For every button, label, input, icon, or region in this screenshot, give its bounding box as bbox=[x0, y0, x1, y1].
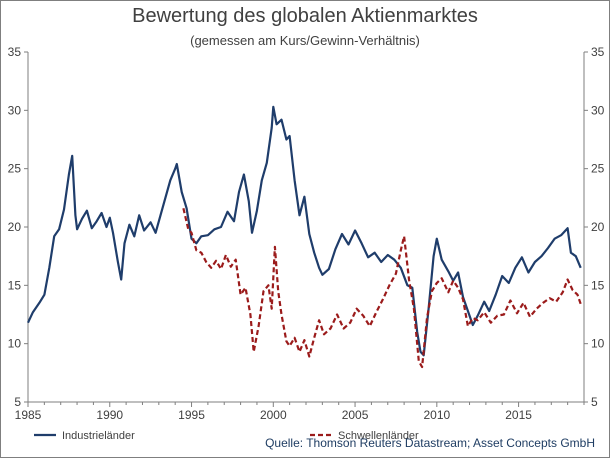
x-axis: 1985 1990 1995 2000 2005 2010 2015 bbox=[15, 402, 585, 422]
y-tick-label: 35 bbox=[8, 45, 22, 59]
y-tick-label: 10 bbox=[8, 337, 22, 351]
x-tick-label: 1995 bbox=[178, 408, 205, 422]
x-tick-label: 2010 bbox=[423, 408, 450, 422]
x-tick-label: 1985 bbox=[15, 408, 42, 422]
legend-label: Schwellenländer bbox=[338, 430, 419, 442]
y-tick-label-right: 15 bbox=[591, 278, 605, 292]
series-line-industrielaender bbox=[27, 105, 582, 357]
y-tick-label-right: 25 bbox=[591, 162, 605, 176]
chart-title: Bewertung des globalen Aktienmarktes bbox=[132, 5, 478, 27]
y-tick-label-right: 5 bbox=[591, 395, 598, 409]
legend: Industrieländer Schwellenländer bbox=[34, 430, 419, 442]
y-tick-label: 15 bbox=[8, 278, 22, 292]
series-line-schwellenlaender bbox=[182, 208, 582, 369]
y-tick-label-right: 30 bbox=[591, 103, 605, 117]
y-tick-label-right: 10 bbox=[591, 337, 605, 351]
y-tick-label-right: 35 bbox=[591, 45, 605, 59]
y-tick-label: 30 bbox=[8, 103, 22, 117]
x-tick-label: 2000 bbox=[260, 408, 287, 422]
legend-label: Industrieländer bbox=[62, 430, 135, 442]
y-tick-label-right: 20 bbox=[591, 220, 605, 234]
y-axis-right: 5 10 15 20 25 30 35 bbox=[584, 45, 605, 409]
source-note: Quelle: Thomson Reuters Datastream; Asse… bbox=[265, 436, 595, 450]
x-tick-label: 2015 bbox=[505, 408, 532, 422]
x-tick-label: 2005 bbox=[342, 408, 369, 422]
chart-subtitle: (gemessen am Kurs/Gewinn-Verhältnis) bbox=[190, 33, 420, 48]
y-tick-label: 20 bbox=[8, 220, 22, 234]
y-tick-label: 5 bbox=[14, 395, 21, 409]
series-layer bbox=[27, 105, 582, 369]
y-tick-label: 25 bbox=[8, 162, 22, 176]
y-axis-left: 5 10 15 20 25 30 35 bbox=[8, 45, 28, 409]
x-tick-label: 1990 bbox=[96, 408, 123, 422]
